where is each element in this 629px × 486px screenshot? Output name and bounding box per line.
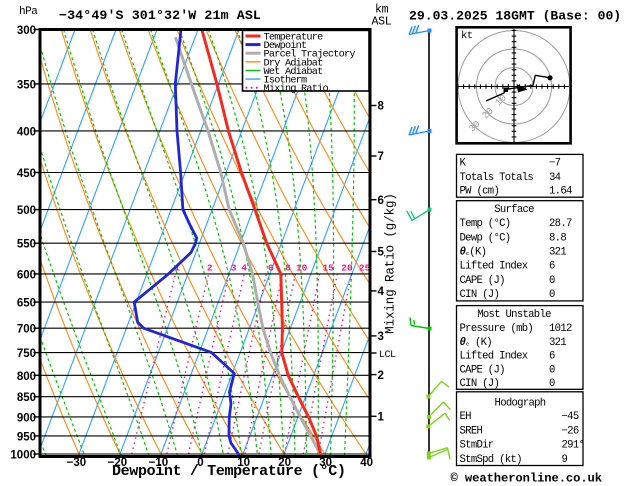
svg-text:800: 800	[17, 371, 36, 383]
svg-text:700: 700	[17, 324, 36, 336]
svg-text:Lifted Index: Lifted Index	[460, 351, 528, 363]
svg-text:Dewp (°C): Dewp (°C)	[460, 232, 511, 244]
svg-text:Totals Totals: Totals Totals	[460, 172, 534, 184]
svg-text:0: 0	[197, 457, 203, 469]
svg-text:PW (cm): PW (cm)	[460, 186, 500, 198]
svg-text:EH: EH	[460, 411, 472, 423]
svg-text:6: 6	[549, 261, 555, 273]
svg-text:500: 500	[17, 205, 36, 217]
svg-text:Mixing Ratio: Mixing Ratio	[264, 83, 329, 95]
svg-text:θₑ(K): θₑ(K)	[460, 247, 487, 259]
svg-text:25: 25	[359, 263, 371, 274]
svg-text:950: 950	[17, 431, 36, 443]
svg-text:K: K	[460, 157, 467, 169]
svg-text:4: 4	[241, 263, 247, 274]
svg-text:2: 2	[207, 263, 213, 274]
svg-text:hPa: hPa	[19, 6, 38, 18]
svg-text:9: 9	[562, 454, 568, 466]
svg-text:3: 3	[378, 331, 384, 343]
svg-text:Dewpoint: Dewpoint	[264, 40, 308, 52]
svg-text:1: 1	[174, 263, 180, 274]
svg-text:1.64: 1.64	[549, 186, 572, 198]
svg-text:40: 40	[360, 457, 373, 469]
svg-text:34: 34	[549, 172, 561, 184]
svg-text:7: 7	[378, 151, 384, 163]
svg-text:Surface: Surface	[494, 204, 534, 216]
svg-text:Most Unstable: Most Unstable	[477, 309, 551, 321]
svg-text:5: 5	[378, 247, 385, 259]
svg-text:8.8: 8.8	[549, 232, 566, 244]
svg-text:km: km	[375, 4, 389, 17]
svg-text:750: 750	[17, 348, 36, 360]
svg-text:6: 6	[549, 351, 555, 363]
svg-text:Dry Adiabat: Dry Adiabat	[264, 57, 324, 69]
svg-text:1000: 1000	[10, 450, 36, 462]
svg-text:321: 321	[549, 337, 566, 349]
svg-text:θₑ (K): θₑ (K)	[460, 337, 492, 349]
svg-text:Lifted Index: Lifted Index	[460, 261, 528, 273]
svg-text:0: 0	[549, 275, 555, 287]
svg-text:900: 900	[17, 412, 36, 424]
svg-text:291°: 291°	[562, 440, 585, 452]
svg-text:1: 1	[378, 412, 385, 424]
svg-text:StmSpd (kt): StmSpd (kt)	[460, 454, 522, 466]
svg-text:850: 850	[17, 392, 36, 404]
svg-text:−34°49'S 301°32'W 21m ASL: −34°49'S 301°32'W 21m ASL	[59, 8, 261, 23]
svg-text:LCL: LCL	[379, 350, 396, 361]
svg-text:10: 10	[237, 457, 250, 469]
svg-text:CIN (J): CIN (J)	[460, 289, 500, 301]
svg-text:ASL: ASL	[372, 16, 392, 29]
svg-text:30: 30	[319, 457, 332, 469]
svg-text:Dewpoint / Temperature (°C): Dewpoint / Temperature (°C)	[112, 463, 346, 480]
svg-text:Isotherm: Isotherm	[264, 75, 308, 87]
svg-text:29.03.2025 18GMT (Base: 00): 29.03.2025 18GMT (Base: 00)	[409, 9, 621, 24]
svg-text:6: 6	[268, 263, 274, 274]
svg-text:8: 8	[378, 101, 385, 113]
svg-text:CAPE (J): CAPE (J)	[460, 364, 505, 376]
svg-text:−7: −7	[549, 157, 561, 169]
svg-text:450: 450	[17, 168, 36, 180]
svg-text:28.7: 28.7	[549, 218, 572, 230]
svg-text:0: 0	[549, 364, 555, 376]
svg-text:600: 600	[17, 269, 36, 281]
svg-text:−26: −26	[562, 425, 579, 437]
svg-text:Mixing Ratio (g/kg): Mixing Ratio (g/kg)	[384, 193, 398, 334]
svg-text:Temp (°C): Temp (°C)	[460, 218, 511, 230]
svg-text:8: 8	[285, 263, 291, 274]
svg-text:20: 20	[278, 457, 291, 469]
svg-text:Temperature: Temperature	[264, 32, 324, 43]
svg-text:300: 300	[17, 25, 36, 37]
svg-text:550: 550	[17, 239, 36, 251]
svg-text:20: 20	[341, 263, 353, 274]
svg-text:Parcel Trajectory: Parcel Trajectory	[264, 49, 356, 61]
svg-text:15: 15	[322, 263, 334, 274]
svg-text:CAPE (J): CAPE (J)	[460, 275, 505, 287]
svg-text:400: 400	[17, 126, 36, 138]
svg-text:1012: 1012	[549, 323, 572, 335]
svg-text:Hodograph: Hodograph	[495, 398, 546, 410]
svg-text:350: 350	[17, 79, 36, 91]
svg-text:−10: −10	[149, 457, 169, 469]
svg-text:Pressure (mb): Pressure (mb)	[460, 323, 534, 335]
svg-text:Wet Adiabat: Wet Adiabat	[264, 66, 324, 78]
svg-text:321: 321	[549, 247, 566, 259]
svg-text:10: 10	[296, 263, 308, 274]
svg-text:StmDir: StmDir	[460, 440, 494, 452]
svg-text:3: 3	[231, 263, 237, 274]
svg-text:CIN (J): CIN (J)	[460, 378, 500, 390]
svg-text:2: 2	[378, 370, 384, 382]
svg-text:−45: −45	[562, 411, 579, 423]
svg-text:© weatheronline.co.uk: © weatheronline.co.uk	[451, 472, 603, 486]
svg-text:0: 0	[549, 289, 555, 301]
svg-text:−20: −20	[108, 457, 128, 469]
svg-text:−30: −30	[67, 457, 87, 469]
svg-text:650: 650	[17, 298, 36, 310]
svg-text:SREH: SREH	[460, 425, 483, 437]
svg-text:4: 4	[378, 286, 385, 298]
svg-text:6: 6	[378, 195, 384, 207]
svg-text:kt: kt	[461, 30, 473, 42]
svg-text:0: 0	[549, 378, 555, 390]
